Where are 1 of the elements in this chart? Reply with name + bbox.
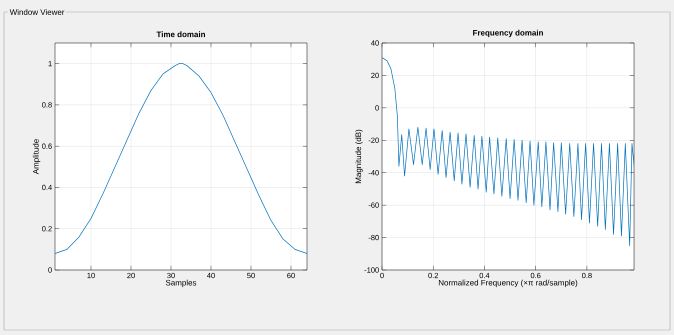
line-series (382, 57, 634, 246)
